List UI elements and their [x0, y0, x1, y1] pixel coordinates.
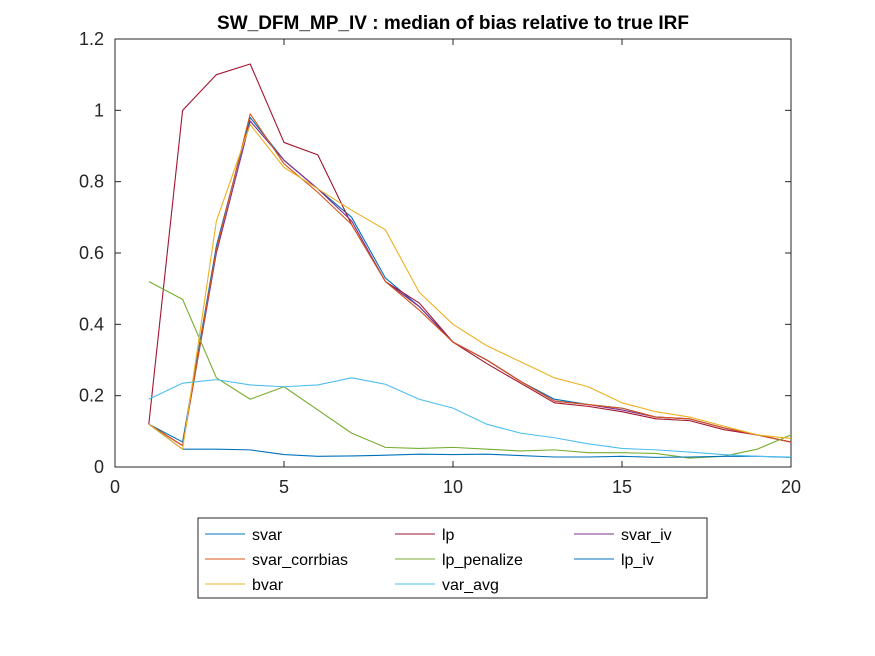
legend-label: svar_corrbias	[252, 552, 348, 569]
legend-label: bvar	[252, 577, 284, 594]
series-line-lp	[148, 63, 792, 443]
y-tick-label: 1	[94, 100, 104, 120]
x-tick-label: 10	[443, 477, 463, 497]
plot-area: 0 5 10 15 20 0 0.2 0.4 0.6 0.8 1 1.2	[79, 29, 801, 497]
series-line-svar-corrbias	[148, 113, 792, 447]
x-tick-label: 20	[781, 477, 801, 497]
legend-label: var_avg	[442, 577, 499, 594]
legend-label: lp_iv	[621, 552, 654, 569]
y-tick-label: 0	[94, 457, 104, 477]
x-tick-label: 15	[612, 477, 632, 497]
y-tick-label: 0.6	[79, 243, 104, 263]
y-tick-label: 1.2	[79, 29, 104, 49]
x-axis: 0 5 10 15 20	[110, 39, 801, 497]
legend-box	[197, 517, 708, 599]
legend-label: lp_penalize	[442, 552, 523, 569]
legend-label: lp	[442, 527, 455, 544]
legend-label: svar	[252, 527, 283, 544]
series-line-lp-iv	[148, 423, 792, 458]
legend-label: svar_iv	[621, 527, 672, 544]
series-line-bvar	[148, 124, 792, 450]
series-layer	[148, 63, 792, 459]
x-tick-label: 5	[279, 477, 289, 497]
y-tick-label: 0.2	[79, 386, 104, 406]
chart-title: SW_DFM_MP_IV : median of bias relative t…	[217, 13, 689, 34]
axes-box	[114, 38, 792, 468]
y-axis: 0 0.2 0.4 0.6 0.8 1 1.2	[79, 29, 791, 477]
y-tick-label: 0.8	[79, 172, 104, 192]
y-tick-label: 0.4	[79, 314, 104, 334]
x-tick-label: 0	[110, 477, 120, 497]
legend: svar lp svar_iv svar_corrbias lp_penalize lp_…	[197, 517, 708, 599]
series-line-var-avg	[148, 377, 792, 458]
